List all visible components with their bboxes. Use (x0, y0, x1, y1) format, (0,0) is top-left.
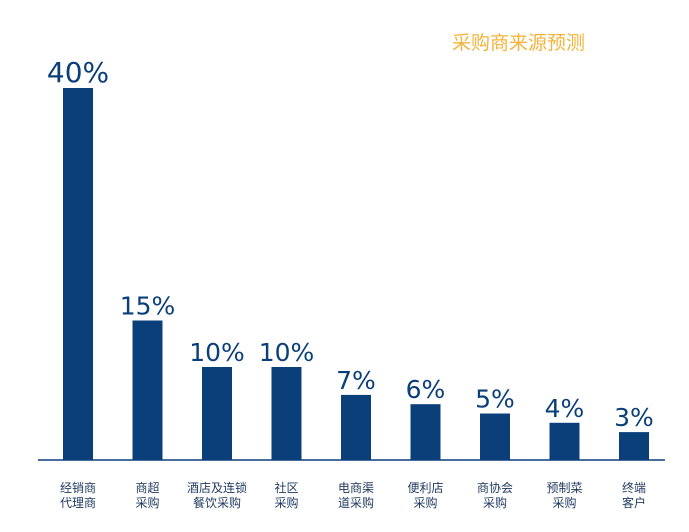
bar-5 (410, 404, 441, 460)
bar-6 (480, 413, 510, 460)
category-label-8-1: 客户 (622, 495, 646, 510)
bar-0 (63, 88, 93, 460)
category-label-4-0: 电商渠 (338, 480, 374, 495)
category-label-0-0: 经销商 (60, 480, 96, 495)
value-label-0: 40% (47, 56, 109, 89)
category-label-3-1: 采购 (274, 495, 298, 510)
value-label-1: 15% (120, 292, 176, 321)
value-label-5: 6% (406, 375, 446, 404)
category-label-8-0: 终端 (622, 480, 646, 495)
category-label-6-0: 商协会 (477, 480, 513, 495)
chart-title: 采购商来源预测 (452, 32, 586, 54)
bar-7 (549, 422, 580, 460)
category-label-3-0: 社区 (274, 480, 298, 495)
category-label-0-1: 代理商 (60, 495, 96, 510)
value-label-4: 7% (336, 366, 376, 395)
category-label-7-0: 预制菜 (546, 481, 582, 495)
category-label-5-0: 便利店 (407, 481, 443, 495)
category-label-4-1: 道采购 (338, 495, 374, 510)
value-label-6: 5% (475, 385, 515, 414)
category-label-7-1: 采购 (552, 495, 576, 510)
category-label-2-0: 酒店及连锁 (187, 480, 247, 495)
value-label-3: 10% (259, 338, 315, 367)
value-label-2: 10% (189, 338, 245, 367)
category-label-1-0: 商超 (135, 480, 159, 495)
category-label-1-1: 采购 (135, 495, 159, 510)
value-label-7: 4% (545, 394, 585, 423)
value-label-8: 3% (614, 403, 654, 432)
category-label-2-1: 餐饮采购 (193, 495, 241, 510)
bar-4 (341, 394, 371, 460)
bar-2 (202, 367, 232, 460)
bar-3 (271, 367, 302, 460)
bar-8 (619, 432, 649, 460)
bar-1 (132, 320, 163, 460)
category-label-6-1: 采购 (483, 495, 507, 510)
category-label-5-1: 采购 (413, 495, 437, 510)
